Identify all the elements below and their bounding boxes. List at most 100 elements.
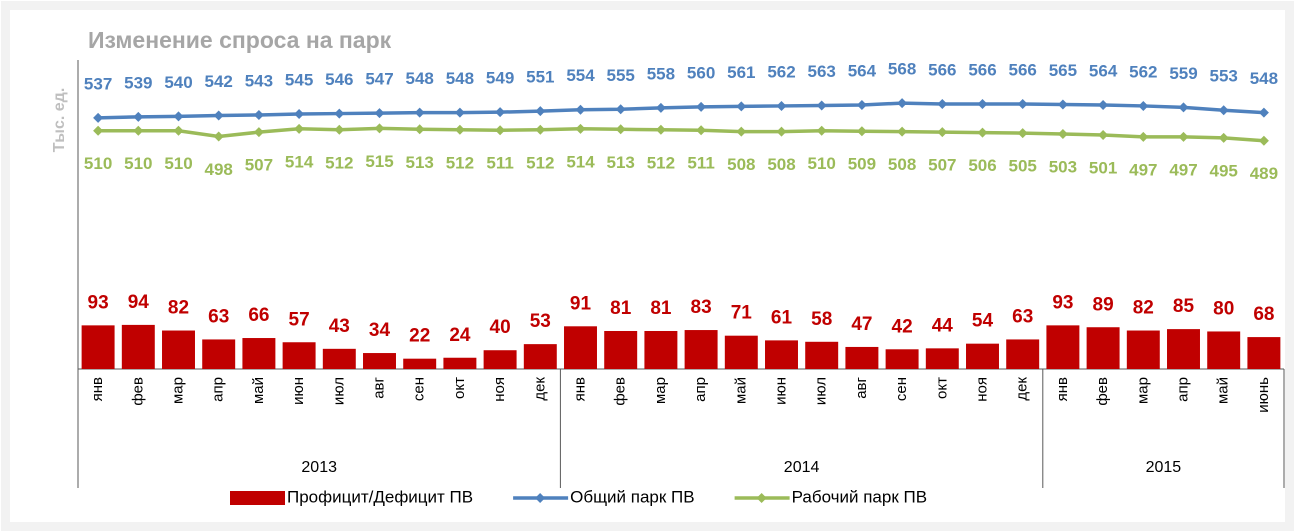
x-tick-label: июн xyxy=(290,377,307,405)
marker xyxy=(374,123,385,134)
marker xyxy=(655,124,666,135)
line-value-label: 542 xyxy=(205,72,233,91)
marker xyxy=(1178,102,1189,113)
marker xyxy=(334,108,345,119)
bar-value-label: 63 xyxy=(1012,306,1033,327)
bar-value-label: 68 xyxy=(1253,304,1274,325)
legend-label: Общий парк ПВ xyxy=(570,487,695,506)
line-value-label: 548 xyxy=(1250,69,1278,88)
legend-label: Профицит/Дефицит ПВ xyxy=(287,487,473,506)
marker xyxy=(414,107,425,118)
bar xyxy=(1207,331,1241,369)
marker xyxy=(495,125,506,136)
marker xyxy=(1017,128,1028,139)
bar-value-label: 83 xyxy=(691,297,712,318)
marker xyxy=(1218,132,1229,143)
bar xyxy=(403,358,437,369)
x-tick-label: дек xyxy=(1014,377,1031,401)
line-value-label: 497 xyxy=(1169,160,1197,179)
marker xyxy=(294,123,305,134)
marker xyxy=(454,124,465,135)
x-tick-label: июл xyxy=(813,377,830,405)
line-value-label: 511 xyxy=(486,154,513,173)
bar xyxy=(1006,339,1040,369)
bar-value-label: 82 xyxy=(1133,298,1154,319)
marker xyxy=(1017,99,1028,110)
x-tick-label: авг xyxy=(370,376,387,398)
bar xyxy=(564,326,597,369)
line-value-label: 514 xyxy=(285,152,314,171)
bar-value-label: 94 xyxy=(128,292,150,313)
x-tick-label: май xyxy=(732,377,749,404)
bar xyxy=(523,344,557,369)
x-tick-label: апр xyxy=(210,377,227,402)
marker xyxy=(937,127,948,138)
bar-value-label: 89 xyxy=(1093,294,1114,315)
marker xyxy=(615,104,626,115)
line-value-label: 553 xyxy=(1210,67,1238,86)
group-label: 2013 xyxy=(301,459,337,476)
line-value-label: 565 xyxy=(1049,61,1077,80)
marker xyxy=(1098,99,1109,110)
x-tick-label: ноя xyxy=(491,377,508,402)
x-tick-label: мар xyxy=(169,377,186,404)
line-value-label: 566 xyxy=(1009,61,1037,80)
line-value-label: 506 xyxy=(968,156,996,175)
y-axis-label: Тыс. ед. xyxy=(51,88,68,153)
bar xyxy=(805,341,839,369)
marker xyxy=(1057,129,1068,140)
legend-swatch xyxy=(230,491,285,505)
x-tick-label: фев xyxy=(129,377,146,406)
marker xyxy=(897,126,908,137)
bar xyxy=(885,349,919,369)
line xyxy=(98,101,1265,120)
bar-value-label: 47 xyxy=(851,314,872,335)
line-value-label: 508 xyxy=(727,155,755,174)
marker xyxy=(374,108,385,119)
x-tick-label: янв xyxy=(1054,377,1071,401)
bar-value-label: 44 xyxy=(932,315,954,336)
bar-value-label: 82 xyxy=(168,298,189,319)
marker xyxy=(736,126,747,137)
x-tick-label: апр xyxy=(692,377,709,402)
marker xyxy=(696,101,707,112)
bar-value-label: 66 xyxy=(248,305,269,326)
bar-value-label: 61 xyxy=(771,307,793,328)
line-value-label: 540 xyxy=(164,73,192,92)
line-value-label: 549 xyxy=(486,69,514,88)
bar xyxy=(363,353,396,369)
bar xyxy=(202,339,236,369)
line-value-label: 510 xyxy=(84,154,112,173)
marker xyxy=(1178,131,1189,142)
marker xyxy=(575,123,586,134)
line-value-label: 509 xyxy=(848,155,876,174)
x-tick-label: сен xyxy=(411,377,428,401)
marker xyxy=(937,99,948,110)
line-value-label: 503 xyxy=(1049,158,1077,177)
marker xyxy=(816,125,827,136)
marker xyxy=(213,131,224,142)
marker xyxy=(776,126,787,137)
line-value-label: 562 xyxy=(1129,62,1157,81)
legend-marker xyxy=(756,493,767,503)
line-value-label: 537 xyxy=(84,74,112,93)
bar xyxy=(644,330,678,369)
line-value-label: 511 xyxy=(687,154,714,173)
line-value-label: 560 xyxy=(687,63,715,82)
marker xyxy=(1138,131,1149,142)
marker xyxy=(1258,107,1269,118)
x-tick-label: июл xyxy=(330,377,347,405)
bar-value-label: 43 xyxy=(329,316,350,337)
bar-value-label: 22 xyxy=(409,326,430,347)
marker xyxy=(977,127,988,138)
x-tick-label: сен xyxy=(893,377,910,401)
marker xyxy=(334,124,345,135)
x-tick-label: июнь xyxy=(1255,377,1272,413)
line-value-label: 507 xyxy=(928,156,956,175)
marker xyxy=(93,112,104,123)
legend-marker xyxy=(535,493,546,503)
bar xyxy=(1167,329,1200,369)
bar xyxy=(162,330,195,369)
line-value-label: 548 xyxy=(446,69,474,88)
